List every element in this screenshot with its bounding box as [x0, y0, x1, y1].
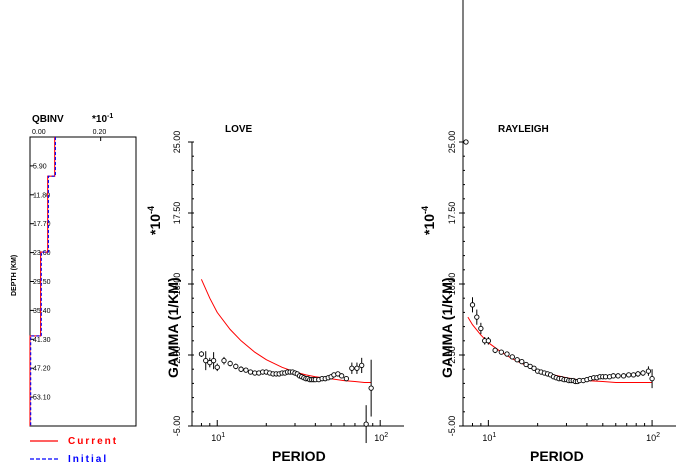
love-multiplier: *10-4 — [146, 206, 163, 235]
qbinv-y-tick-label: 11.80 — [33, 192, 50, 199]
qbinv-y-tick-label: 41.30 — [33, 337, 51, 344]
qbinv-y-tick-label: 47.20 — [33, 366, 51, 373]
qbinv-x-tick-label: 0.20 — [93, 129, 107, 136]
qbinv-series-initial — [30, 137, 56, 426]
love-panel: LOVE GAMMA (1/KM) *10-4 PERIOD -5.00 2.50… — [146, 124, 404, 463]
rayleigh-y-tick-label: 25.00 — [447, 131, 457, 154]
qbinv-y-tick-label: 35.40 — [33, 308, 51, 315]
rayleigh-data-point — [519, 358, 525, 365]
love-title: LOVE — [225, 124, 253, 135]
rayleigh-data-point — [474, 314, 480, 320]
love-y-tick-label: 10.00 — [172, 273, 182, 296]
qbinv-x-ticks: 0.00 0.20 — [29, 129, 107, 141]
rayleigh-data-point — [523, 361, 529, 368]
love-x-tick-label: 101 — [211, 432, 225, 443]
rayleigh-y-tick-label: 17.50 — [447, 202, 457, 225]
rayleigh-multiplier: *10-4 — [420, 206, 437, 235]
qbinv-panel: QBINV *10-1 DEPTH (KM) 0.00 0.20 5.90 11.8… — [11, 113, 137, 427]
qbinv-x-tick-label: 0.00 — [32, 129, 46, 136]
love-data-point — [243, 367, 249, 373]
rayleigh-x-tick-label: 102 — [646, 432, 660, 443]
love-data-point — [198, 351, 205, 357]
qbinv-lines — [29, 137, 56, 426]
legend-initial-label: Initial — [68, 454, 108, 463]
rayleigh-y-tick-label: -5.00 — [447, 416, 457, 437]
rayleigh-data-point — [463, 139, 469, 145]
rayleigh-data-point — [514, 357, 520, 363]
rayleigh-data-point — [649, 376, 655, 382]
love-x-tick-label: 102 — [374, 432, 388, 443]
love-data-point — [349, 365, 355, 371]
love-y-tick-label: -5.00 — [172, 416, 182, 437]
rayleigh-data-point — [498, 349, 504, 355]
rayleigh-data-point — [635, 371, 641, 377]
love-predicted-curve — [200, 279, 372, 383]
legend-current-label: Current — [68, 436, 118, 447]
rayleigh-data-point — [509, 354, 515, 360]
qbinv-y-tick-label: 17.70 — [33, 221, 51, 228]
love-data-point — [338, 373, 345, 379]
qbinv-y-tick-label: 53.10 — [33, 395, 51, 402]
qbinv-y-tick-label: 29.50 — [33, 279, 51, 286]
rayleigh-panel: RAYLEIGH GAMMA (1/KM) *10-4 PERIOD -5.00… — [420, 0, 676, 463]
love-marks — [198, 279, 374, 444]
love-data-point — [343, 376, 350, 382]
rayleigh-x-tick-label: 101 — [482, 432, 496, 443]
love-y-tick-label: 2.50 — [172, 346, 182, 364]
rayleigh-marks — [463, 139, 655, 389]
love-ylabel: GAMMA (1/KM) — [165, 277, 181, 378]
love-data-point — [354, 365, 360, 371]
love-data-point — [363, 421, 369, 427]
qbinv-multiplier: *10-1 — [92, 113, 113, 125]
love-data-point — [247, 369, 254, 375]
love-data-point — [359, 362, 365, 369]
love-data-point — [233, 363, 239, 370]
rayleigh-data-point — [610, 373, 616, 379]
love-data-point — [214, 364, 220, 370]
rayleigh-xlabel: PERIOD — [530, 448, 584, 463]
rayleigh-title: RAYLEIGH — [498, 124, 549, 135]
rayleigh-ylabel: GAMMA (1/KM) — [439, 277, 455, 378]
legend: Current Initial — [30, 436, 118, 463]
rayleigh-data-point — [531, 365, 537, 371]
rayleigh-axes: -5.00 2.50 10.00 17.50 25.00 101 102 — [447, 0, 676, 443]
rayleigh-y-tick-label: 2.50 — [447, 346, 457, 364]
rayleigh-data-point — [645, 368, 652, 374]
love-data-point — [227, 360, 233, 367]
rayleigh-data-point — [478, 325, 484, 332]
love-data-point — [210, 358, 217, 364]
rayleigh-data-point — [615, 373, 621, 379]
qbinv-title: QBINV — [32, 114, 64, 125]
rayleigh-data-point — [504, 351, 510, 357]
rayleigh-data-point — [620, 373, 627, 379]
love-xlabel: PERIOD — [272, 448, 326, 463]
love-y-tick-label: 25.00 — [172, 131, 182, 154]
love-y-tick-label: 17.50 — [172, 202, 182, 225]
rayleigh-data-point — [640, 370, 646, 376]
rayleigh-data-point — [626, 372, 632, 378]
love-axes: -5.00 2.50 10.00 17.50 25.00 101 102 — [172, 131, 404, 443]
rayleigh-data-point — [492, 347, 498, 353]
rayleigh-data-point — [485, 338, 492, 344]
qbinv-y-tick-label: 5.90 — [33, 163, 47, 170]
qbinv-ylabel: DEPTH (KM) — [11, 255, 18, 296]
rayleigh-data-point — [630, 372, 637, 378]
rayleigh-data-point — [469, 302, 476, 308]
love-data-point — [221, 358, 227, 364]
love-data-point — [368, 385, 374, 391]
love-data-point — [238, 366, 244, 372]
rayleigh-y-tick-label: 10.00 — [447, 273, 457, 296]
